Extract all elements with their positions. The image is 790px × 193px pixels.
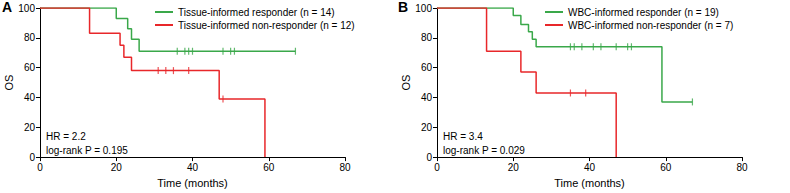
- svg-text:60: 60: [263, 162, 275, 173]
- svg-text:A: A: [2, 0, 12, 15]
- svg-text:80: 80: [736, 162, 748, 173]
- svg-text:0: 0: [434, 162, 440, 173]
- svg-text:Tissue-informed responder (n =: Tissue-informed responder (n = 14): [178, 7, 335, 18]
- svg-text:log-rank P = 0.029: log-rank P = 0.029: [443, 145, 525, 156]
- svg-text:60: 60: [24, 62, 36, 73]
- svg-text:0: 0: [426, 152, 432, 163]
- svg-text:HR = 2.2: HR = 2.2: [46, 131, 86, 142]
- svg-text:Time (months): Time (months): [554, 177, 625, 189]
- svg-text:80: 80: [339, 162, 351, 173]
- svg-text:OS: OS: [400, 75, 412, 91]
- svg-text:Time (months): Time (months): [157, 177, 228, 189]
- svg-text:40: 40: [187, 162, 199, 173]
- svg-text:0: 0: [29, 152, 35, 163]
- svg-text:20: 20: [24, 122, 36, 133]
- svg-text:WBC-informed responder (n = 19: WBC-informed responder (n = 19): [568, 7, 719, 18]
- svg-text:80: 80: [24, 32, 36, 43]
- svg-text:20: 20: [111, 162, 123, 173]
- svg-text:20: 20: [508, 162, 520, 173]
- svg-text:20: 20: [421, 122, 433, 133]
- svg-text:40: 40: [421, 92, 433, 103]
- svg-text:HR = 3.4: HR = 3.4: [443, 131, 483, 142]
- svg-text:60: 60: [421, 62, 433, 73]
- svg-text:B: B: [398, 0, 408, 15]
- svg-text:100: 100: [18, 3, 35, 14]
- svg-text:40: 40: [584, 162, 596, 173]
- svg-text:Tissue-informed non-responder: Tissue-informed non-responder (n = 12): [178, 20, 355, 31]
- svg-text:100: 100: [415, 3, 432, 14]
- svg-text:80: 80: [421, 32, 433, 43]
- svg-text:WBC-informed non-responder (n: WBC-informed non-responder (n = 7): [568, 20, 733, 31]
- svg-text:OS: OS: [3, 75, 15, 91]
- svg-text:0: 0: [37, 162, 43, 173]
- svg-text:60: 60: [660, 162, 672, 173]
- svg-text:log-rank P = 0.195: log-rank P = 0.195: [46, 145, 128, 156]
- svg-text:40: 40: [24, 92, 36, 103]
